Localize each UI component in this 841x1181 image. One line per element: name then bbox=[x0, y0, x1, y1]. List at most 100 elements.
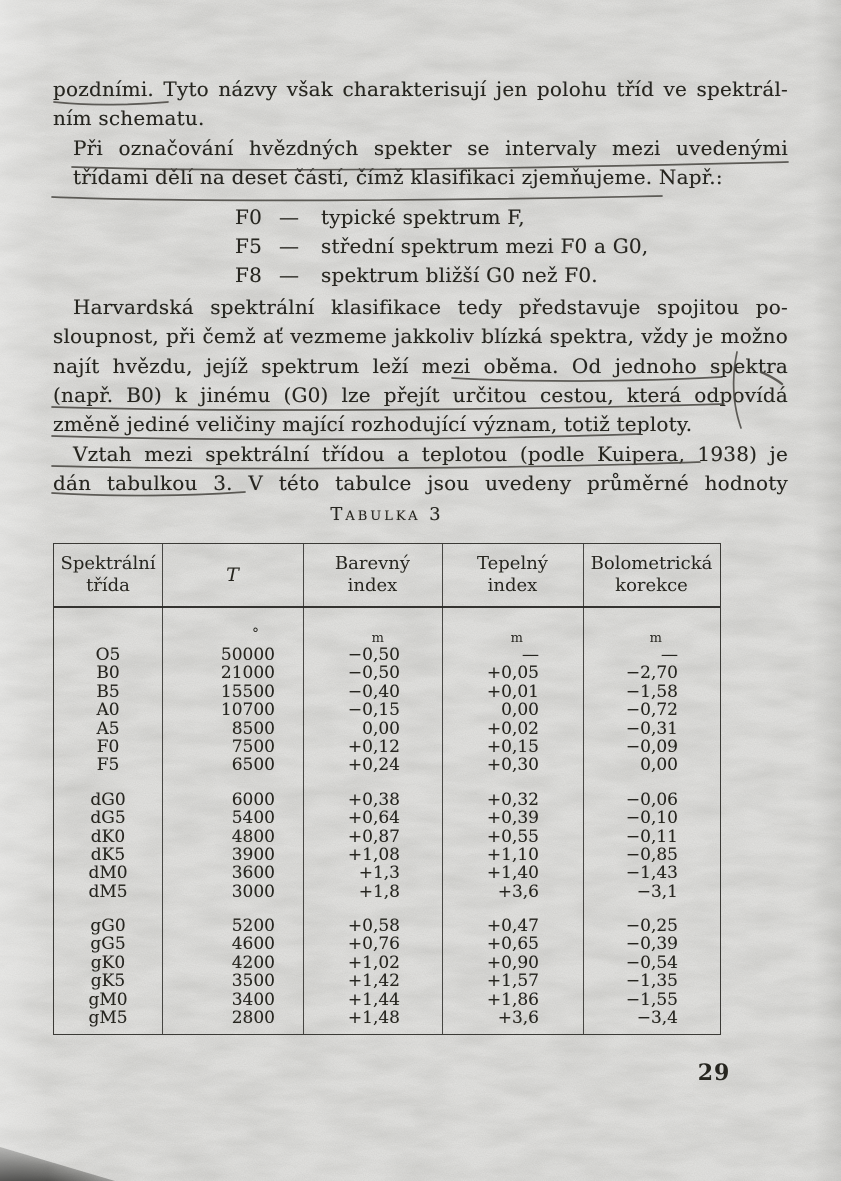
table-cell: −0,40 bbox=[347, 681, 400, 702]
table-column-separator bbox=[162, 544, 164, 1034]
table-row: gM5 2800 +1,48 +3,6 −3,4 bbox=[54, 1008, 720, 1029]
paragraph-line: třídami dělí na deset částí, čímž klasif… bbox=[73, 165, 723, 190]
table-body: ° m m m O5 50000 −0,50 — — B0 21000 −0,50 +0,05 −… bbox=[54, 608, 720, 1027]
table-cell: 6000 bbox=[231, 789, 275, 810]
table-rows-container: O5 50000 −0,50 — — B0 21000 −0,50 +0,05 −2,70 B5 15… bbox=[54, 646, 720, 1029]
table-cell: +0,55 bbox=[486, 826, 539, 847]
table-cell: 3500 bbox=[231, 971, 275, 992]
table-cell: +3,6 bbox=[497, 881, 539, 902]
table-cell: 8500 bbox=[231, 718, 275, 739]
table-cell: O5 bbox=[95, 645, 121, 665]
list-item-text: typické spektrum F, bbox=[321, 204, 525, 229]
table-header-cell: T bbox=[226, 564, 239, 586]
list-item-text: spektrum bližší G0 než F0. bbox=[321, 263, 598, 288]
table-cell: 7500 bbox=[231, 736, 275, 757]
table-row: gG5 4600 +0,76 +0,65 −0,39 bbox=[54, 934, 720, 955]
table-cell: +0,47 bbox=[486, 916, 539, 937]
list-item: F8 — spektrum bližší G0 než F0. bbox=[53, 261, 788, 290]
table-cell: dG5 bbox=[90, 808, 126, 829]
table-row: dG5 5400 +0,64 +0,39 −0,10 bbox=[54, 808, 720, 829]
table-cell: 0,00 bbox=[362, 718, 400, 739]
table-cell: 0,00 bbox=[501, 700, 539, 721]
text-block: pozdními. Tyto názvy však charakterisují… bbox=[53, 75, 788, 498]
unit-cell-magnitude: m bbox=[649, 631, 662, 646]
table-cell: −1,35 bbox=[625, 971, 678, 992]
spectral-class-table: Spektrální třída T Barevný index Tepelný… bbox=[53, 543, 721, 1035]
table-cell: +0,05 bbox=[486, 663, 539, 684]
list-item-dash: — bbox=[279, 263, 300, 288]
table-cell: +0,87 bbox=[347, 826, 400, 847]
unit-cell-magnitude: m bbox=[371, 631, 384, 646]
paragraph-line: pozdními. Tyto názvy však charakterisují… bbox=[53, 77, 788, 101]
table-header-cell: Barevný index bbox=[334, 553, 411, 596]
table-cell: F5 bbox=[96, 755, 120, 776]
table-cell: 2800 bbox=[231, 1008, 275, 1029]
table-row: gK0 4200 +1,02 +0,90 −0,54 bbox=[54, 952, 720, 973]
table-cell: — bbox=[522, 645, 539, 665]
paragraph-line: ním schematu. bbox=[53, 106, 205, 131]
table-cell: dK0 bbox=[90, 826, 126, 847]
list-item-label: F5 bbox=[235, 233, 263, 258]
table-cell: +1,08 bbox=[347, 844, 400, 865]
table-cell: B0 bbox=[96, 663, 120, 684]
table-cell: −1,43 bbox=[625, 863, 678, 884]
table-cell: −0,39 bbox=[625, 934, 678, 955]
table-cell: −2,70 bbox=[625, 663, 678, 684]
table-cell: −0,54 bbox=[625, 952, 678, 973]
table-row: A5 8500 0,00 +0,02 −0,31 bbox=[54, 718, 720, 739]
table-cell: −1,58 bbox=[625, 681, 678, 702]
table-cell: B5 bbox=[96, 681, 120, 702]
table-cell: 3000 bbox=[231, 881, 275, 902]
table-row: gM0 3400 +1,44 +1,86 −1,55 bbox=[54, 990, 720, 1009]
list-item: F0 — typické spektrum F, bbox=[53, 203, 788, 232]
table-cell: 21000 bbox=[220, 663, 275, 684]
table-cell: −0,09 bbox=[625, 736, 678, 757]
table-cell: +1,40 bbox=[486, 863, 539, 884]
table-row: B0 21000 −0,50 +0,05 −2,70 bbox=[54, 663, 720, 684]
table-column-separator bbox=[303, 544, 305, 1034]
table-cell: +3,6 bbox=[497, 1008, 539, 1029]
table-column-separator bbox=[583, 544, 585, 1034]
table-header-cell: Spektrální třída bbox=[60, 553, 156, 596]
table-group: dG0 6000 +0,38 +0,32 −0,06 dG5 5400 +0,64 +0,39 −… bbox=[54, 789, 720, 902]
table-cell: +0,01 bbox=[486, 681, 539, 702]
table-cell: +0,65 bbox=[486, 934, 539, 955]
page-number: 29 bbox=[697, 1060, 731, 1086]
table-cell: +1,02 bbox=[347, 952, 400, 973]
table-cell: +1,8 bbox=[358, 881, 400, 902]
table-cell: 5200 bbox=[231, 916, 275, 937]
paragraph-line: změně jediné veličiny mající rozhodující… bbox=[53, 412, 693, 437]
paragraph-line: Harvardská spektrální klasifikace tedy p… bbox=[73, 294, 788, 319]
paragraph: Harvardská spektrální klasifikace tedy p… bbox=[53, 293, 788, 499]
table-row: dG0 6000 +0,38 +0,32 −0,06 bbox=[54, 789, 720, 810]
table-cell: −0,72 bbox=[625, 700, 678, 721]
paragraph-line: Vztah mezi spektrální třídou a teplotou … bbox=[73, 441, 788, 466]
table-row: dM0 3600 +1,3 +1,40 −1,43 bbox=[54, 863, 720, 884]
table-row: O5 50000 −0,50 — — bbox=[54, 645, 720, 665]
table-cell: +0,12 bbox=[347, 736, 400, 757]
list-item-dash: — bbox=[279, 204, 300, 229]
table-row: gG0 5200 +0,58 +0,47 −0,25 bbox=[54, 916, 720, 937]
table-cell: +0,32 bbox=[486, 789, 539, 810]
table-header-cell: Tepelný index bbox=[477, 553, 548, 596]
table-cell: 6500 bbox=[231, 755, 275, 776]
table-cell: +1,3 bbox=[358, 863, 400, 884]
table-cell: −0,11 bbox=[625, 826, 678, 847]
spectrum-example-list: F0 — typické spektrum F, F5 — střední spektr… bbox=[53, 203, 788, 291]
table-cell: dK5 bbox=[90, 844, 126, 865]
table-cell: +0,02 bbox=[486, 718, 539, 739]
table-row: F5 6500 +0,24 +0,30 0,00 bbox=[54, 755, 720, 776]
paragraph-line: Při označování hvězdných spekter se inte… bbox=[73, 135, 788, 160]
table-cell: +0,90 bbox=[486, 952, 539, 973]
table-row: A0 10700 −0,15 0,00 −0,72 bbox=[54, 700, 720, 721]
table-cell: F0 bbox=[96, 736, 120, 757]
table-cell: −3,1 bbox=[636, 881, 678, 902]
paragraph-line: dán tabulkou 3. V této tabulce jsou uved… bbox=[53, 471, 788, 496]
table-cell: 5400 bbox=[231, 808, 275, 829]
table-group: O5 50000 −0,50 — — B0 21000 −0,50 +0,05 −2,70 B5 15… bbox=[54, 646, 720, 775]
table-cell: — bbox=[661, 645, 678, 665]
table-row: F0 7500 +0,12 +0,15 −0,09 bbox=[54, 736, 720, 757]
table-cell: −0,50 bbox=[347, 645, 400, 665]
table-cell: −0,85 bbox=[625, 844, 678, 865]
